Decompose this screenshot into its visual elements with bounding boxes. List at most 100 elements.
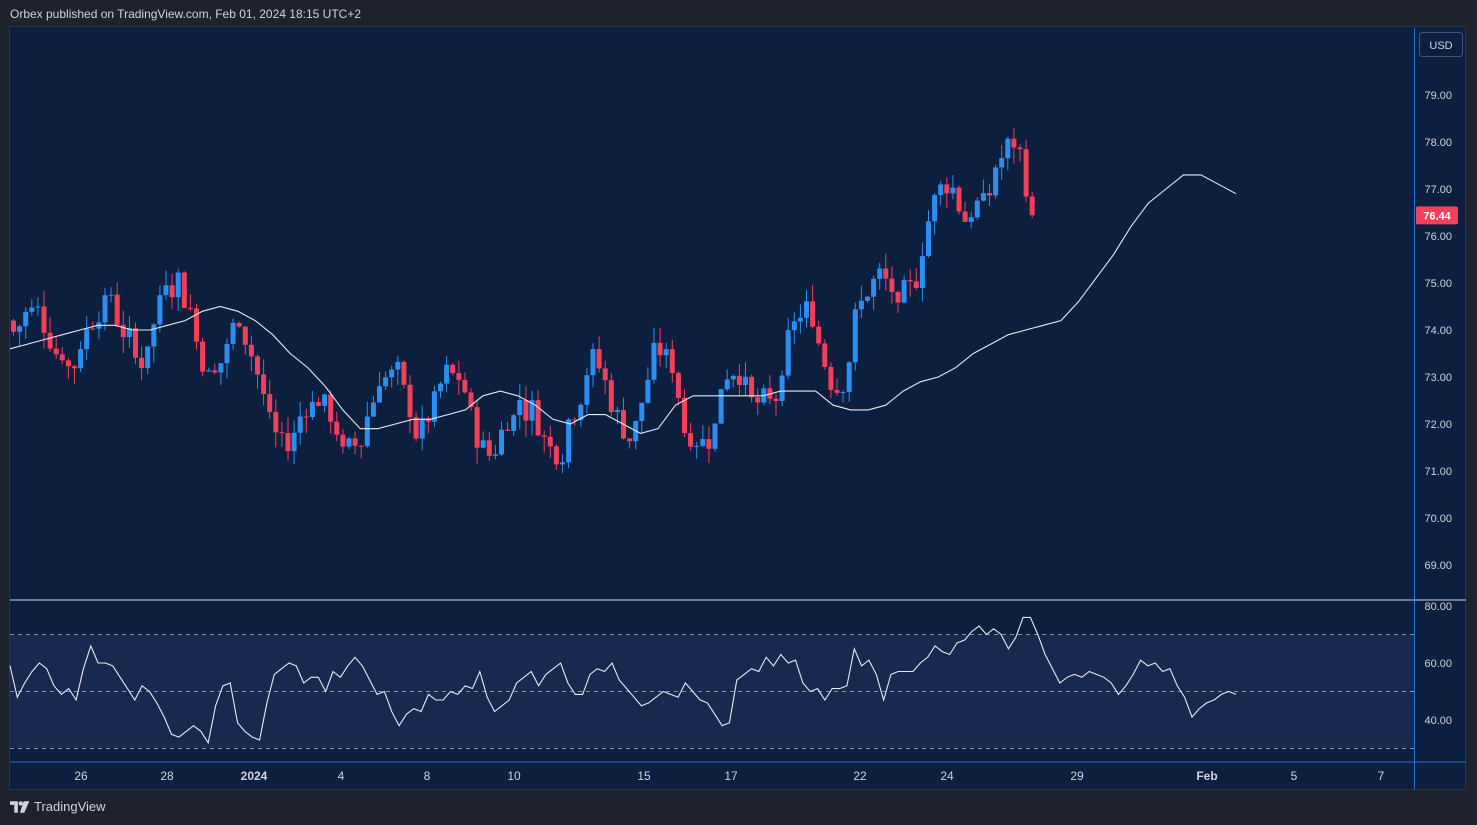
candle-body xyxy=(675,372,681,398)
rsi-panel: 40.00 60.00 80.00 xyxy=(9,601,1452,749)
candle-body xyxy=(810,301,816,327)
candle-body xyxy=(730,375,736,380)
candle-body xyxy=(584,375,590,405)
candle-body xyxy=(688,433,694,447)
candle-body xyxy=(279,432,285,434)
candle-body xyxy=(712,423,718,449)
candle-body xyxy=(962,211,968,222)
candle-body xyxy=(645,379,651,403)
candle-body xyxy=(78,349,84,369)
candle-body xyxy=(785,330,791,376)
rsi-line xyxy=(9,616,1237,745)
tradingview-logo: TradingView xyxy=(10,799,106,814)
candle-body xyxy=(425,418,431,422)
candle-body xyxy=(706,439,712,449)
candle-body xyxy=(29,307,35,312)
rsi-tick-label: 60.00 xyxy=(1424,658,1452,670)
candle-body xyxy=(389,369,395,378)
candle-body xyxy=(151,324,157,347)
candle-body xyxy=(456,373,462,380)
candle-body xyxy=(828,366,834,390)
currency-button-label: USD xyxy=(1429,40,1452,52)
candle-body xyxy=(90,328,96,330)
candle-body xyxy=(657,342,663,356)
candle-body xyxy=(736,375,742,385)
candle-body xyxy=(41,306,47,333)
time-tick-label: 24 xyxy=(940,769,954,783)
candle-body xyxy=(377,386,382,403)
candle-body xyxy=(181,272,187,308)
time-tick-label: 28 xyxy=(160,769,174,783)
brand-name: TradingView xyxy=(34,799,106,814)
candle-body xyxy=(749,376,755,398)
candle-body xyxy=(950,187,956,194)
time-tick-label: 22 xyxy=(853,769,867,783)
candle-body xyxy=(419,418,425,439)
candles xyxy=(11,128,1035,474)
candle-body xyxy=(871,278,877,297)
candle-body xyxy=(926,221,931,257)
candle-body xyxy=(438,383,443,392)
candle-body xyxy=(956,187,962,212)
time-axis: 26 28 2024 4 8 10 15 17 22 24 29 Feb 5 7 xyxy=(74,769,1384,783)
candle-body xyxy=(578,404,584,421)
candle-body xyxy=(255,356,260,375)
candle-body xyxy=(267,394,273,413)
candle-body xyxy=(968,217,974,222)
candle-body xyxy=(804,301,809,318)
candle-body xyxy=(608,380,614,413)
candle-body xyxy=(547,436,553,447)
candle-body xyxy=(511,415,517,431)
candle-body xyxy=(383,377,389,387)
candle-body xyxy=(139,357,145,369)
candle-body xyxy=(23,311,29,327)
candle-body xyxy=(566,419,572,463)
candle-body xyxy=(669,349,675,373)
candle-body xyxy=(401,361,407,385)
candle-body xyxy=(840,391,846,393)
candle-body xyxy=(59,354,65,361)
candle-body xyxy=(499,429,504,455)
price-tick-label: 71.00 xyxy=(1424,466,1452,478)
candle-body xyxy=(535,400,541,436)
last-price-value: 76.44 xyxy=(1423,210,1451,222)
candle-body xyxy=(486,440,492,456)
candle-body xyxy=(431,391,437,422)
candle-body xyxy=(364,416,370,447)
candle-body xyxy=(303,416,309,418)
candle-body xyxy=(834,389,840,393)
candle-body xyxy=(895,292,901,303)
price-tick-label: 69.00 xyxy=(1424,560,1452,572)
candle-body xyxy=(974,200,980,218)
candle-body xyxy=(407,384,413,418)
candle-body xyxy=(541,435,547,437)
candle-body xyxy=(84,328,90,350)
candle-body xyxy=(236,322,242,327)
candle-body xyxy=(291,432,297,452)
time-tick-label: 29 xyxy=(1070,769,1084,783)
time-tick-label: 15 xyxy=(637,769,651,783)
candle-body xyxy=(877,268,883,279)
candle-body xyxy=(108,294,114,296)
candle-body xyxy=(919,256,925,288)
candle-body xyxy=(999,158,1005,168)
candle-body xyxy=(779,375,785,402)
candle-body xyxy=(614,409,620,413)
candle-body xyxy=(700,439,706,446)
candle-body xyxy=(334,421,340,435)
price-tick-label: 73.00 xyxy=(1424,372,1452,384)
candle-body xyxy=(346,438,352,447)
rsi-tick-label: 40.00 xyxy=(1424,715,1452,727)
candle-body xyxy=(157,295,163,325)
candle-body xyxy=(724,379,730,390)
candle-body xyxy=(889,278,895,293)
candle-body xyxy=(218,363,224,373)
candle-body xyxy=(175,272,181,298)
currency-button[interactable]: USD xyxy=(1419,32,1463,57)
time-tick-label: 26 xyxy=(74,769,88,783)
candle-body xyxy=(120,324,126,338)
candle-body xyxy=(907,280,913,282)
candle-body xyxy=(743,376,748,385)
candle-body xyxy=(462,379,468,393)
